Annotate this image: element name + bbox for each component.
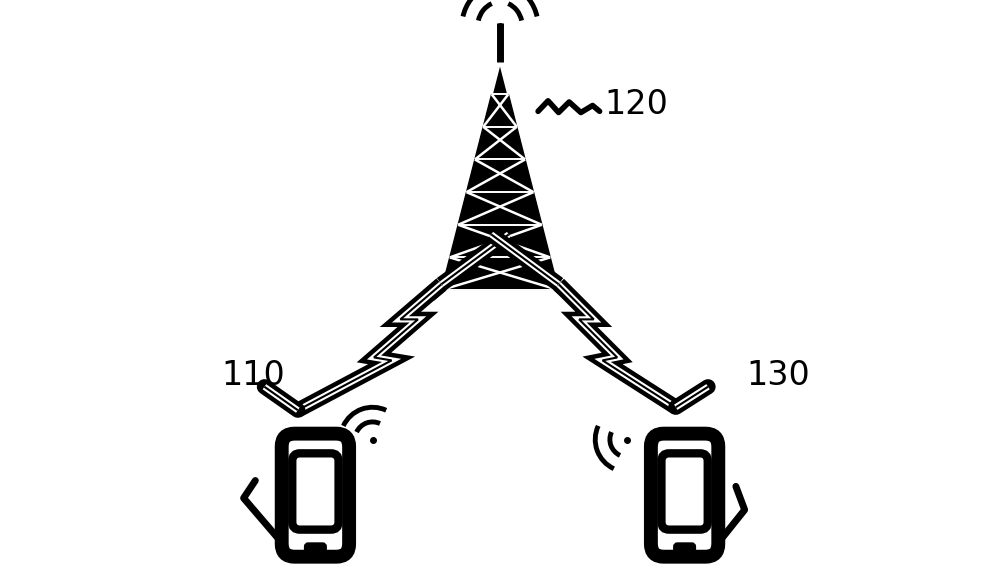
FancyBboxPatch shape bbox=[675, 544, 694, 551]
Polygon shape bbox=[441, 62, 559, 290]
Text: 130: 130 bbox=[746, 359, 810, 391]
FancyBboxPatch shape bbox=[292, 454, 339, 530]
FancyBboxPatch shape bbox=[651, 434, 718, 557]
FancyBboxPatch shape bbox=[282, 434, 349, 557]
Text: 110: 110 bbox=[222, 359, 285, 391]
FancyBboxPatch shape bbox=[306, 544, 325, 551]
Text: 120: 120 bbox=[604, 88, 668, 121]
FancyBboxPatch shape bbox=[661, 454, 708, 530]
